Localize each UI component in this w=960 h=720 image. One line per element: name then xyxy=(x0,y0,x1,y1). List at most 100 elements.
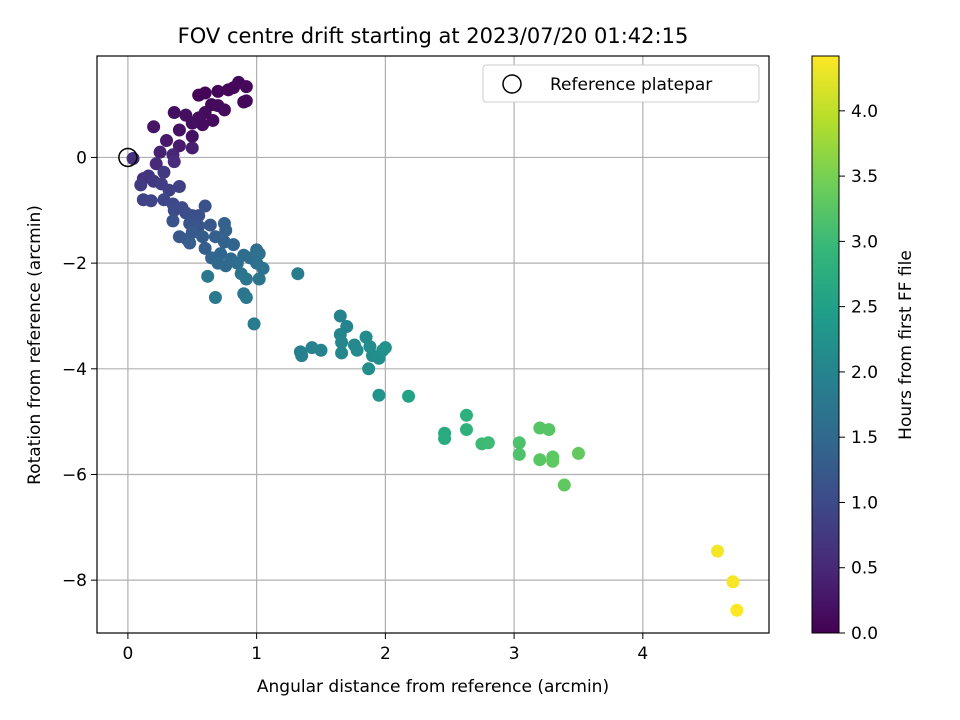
plot-frame xyxy=(96,55,770,634)
plot-area xyxy=(97,56,769,633)
data-point xyxy=(192,209,206,223)
data-point xyxy=(201,269,215,283)
colorbar-tick-label: 0.0 xyxy=(851,624,878,644)
x-axis-ticks: 0 1 2 3 4 xyxy=(122,633,648,664)
legend-label: Reference platepar xyxy=(550,75,712,95)
data-point xyxy=(711,544,725,558)
data-point xyxy=(144,194,158,208)
data-point xyxy=(335,335,349,349)
data-point xyxy=(185,129,199,143)
colorbar: 0.0 0.5 1.0 1.5 2.0 2.5 3.0 3.5 4.0 Hours from f… xyxy=(811,55,916,644)
data-point xyxy=(153,145,167,159)
data-point xyxy=(571,446,585,460)
data-point xyxy=(162,183,176,197)
y-axis-label: Rotation from reference (arcmin) xyxy=(25,205,45,485)
data-point xyxy=(730,603,744,617)
data-point xyxy=(167,106,181,120)
data-point xyxy=(459,423,473,437)
data-point xyxy=(247,317,261,331)
colorbar-tick-label: 3.5 xyxy=(851,167,878,187)
data-points xyxy=(126,75,744,617)
data-point xyxy=(512,436,526,450)
y-tick-label: −4 xyxy=(62,360,87,380)
colorbar-label: Hours from first FF file xyxy=(896,250,916,440)
data-point xyxy=(211,84,225,98)
y-tick-label: −8 xyxy=(62,571,87,591)
data-point xyxy=(160,134,174,148)
data-point xyxy=(185,225,199,239)
legend-reference-icon xyxy=(502,74,522,94)
colorbar-tick-label: 2.0 xyxy=(851,363,878,383)
data-point xyxy=(402,389,416,403)
x-tick-label: 4 xyxy=(637,644,648,664)
data-point xyxy=(542,423,556,437)
data-point xyxy=(256,261,270,275)
data-point xyxy=(239,80,253,94)
data-point xyxy=(459,408,473,422)
x-tick-label: 1 xyxy=(251,644,262,664)
data-point xyxy=(179,108,193,122)
data-point xyxy=(335,346,349,360)
data-point xyxy=(134,178,148,192)
data-point xyxy=(372,388,386,402)
data-point xyxy=(198,241,212,255)
x-tick-label: 3 xyxy=(509,644,520,664)
data-point xyxy=(438,432,452,446)
data-point xyxy=(314,343,328,357)
y-tick-label: 0 xyxy=(76,148,87,168)
legend: Reference platepar xyxy=(482,64,760,103)
x-tick-label: 0 xyxy=(122,644,133,664)
data-point xyxy=(203,218,217,232)
data-point xyxy=(167,155,181,169)
colorbar-gradient xyxy=(811,55,840,634)
data-point xyxy=(147,120,161,134)
data-point xyxy=(726,575,740,589)
data-point xyxy=(362,362,376,376)
data-point xyxy=(157,165,171,179)
colorbar-tick-label: 1.5 xyxy=(851,428,878,448)
data-point xyxy=(219,223,233,237)
data-point xyxy=(172,123,186,137)
colorbar-ticks: 0.0 0.5 1.0 1.5 2.0 2.5 3.0 3.5 4.0 xyxy=(839,102,878,644)
data-point xyxy=(239,272,253,286)
data-point xyxy=(183,236,197,250)
y-tick-label: −6 xyxy=(62,465,87,485)
data-point xyxy=(239,290,253,304)
data-point xyxy=(172,180,186,194)
data-point xyxy=(198,199,212,213)
x-axis-label: Angular distance from reference (arcmin) xyxy=(257,677,609,697)
x-tick-label: 2 xyxy=(380,644,391,664)
chart-title: FOV centre drift starting at 2023/07/20 … xyxy=(178,24,689,48)
legend-box xyxy=(482,64,760,103)
colorbar-tick-label: 1.0 xyxy=(851,493,878,513)
data-point xyxy=(350,343,364,357)
data-point xyxy=(217,103,231,117)
data-point xyxy=(533,453,547,467)
data-point xyxy=(512,447,526,461)
colorbar-tick-label: 0.5 xyxy=(851,559,878,579)
data-point xyxy=(206,113,220,127)
data-point xyxy=(167,203,181,217)
data-point xyxy=(208,290,222,304)
data-point xyxy=(239,94,253,108)
data-point xyxy=(166,214,180,228)
colorbar-tick-label: 4.0 xyxy=(851,102,878,122)
data-point xyxy=(481,436,495,450)
data-point xyxy=(295,349,309,363)
data-point xyxy=(196,230,210,244)
colorbar-tick-label: 2.5 xyxy=(851,298,878,318)
y-tick-label: −2 xyxy=(62,254,87,274)
data-point xyxy=(226,238,240,252)
data-point xyxy=(546,454,560,468)
data-point xyxy=(172,139,186,153)
data-point xyxy=(185,141,199,155)
data-point xyxy=(557,478,571,492)
colorbar-tick-label: 3.0 xyxy=(851,232,878,252)
reference-platepar-marker xyxy=(118,147,138,168)
data-point xyxy=(252,272,266,286)
data-point xyxy=(333,309,347,323)
data-point xyxy=(149,157,163,171)
data-point xyxy=(291,267,305,281)
y-axis-ticks: 0 −2 −4 −6 −8 xyxy=(62,148,97,591)
